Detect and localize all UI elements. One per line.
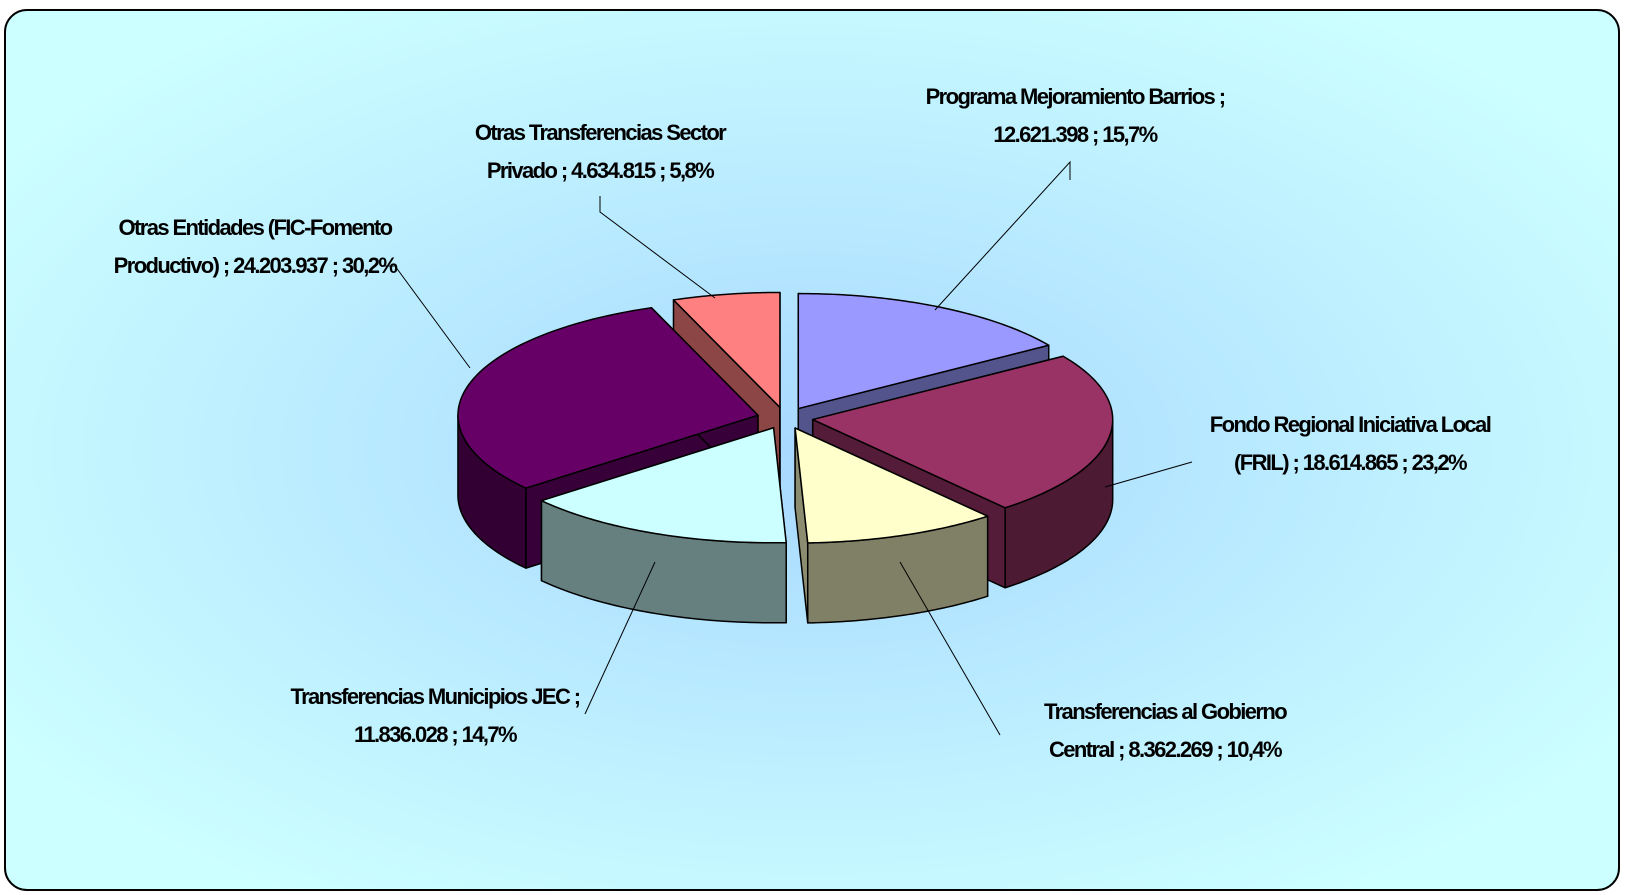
label-percent: 5,8% [669, 158, 714, 183]
label-separator: ; [451, 722, 458, 747]
leader-line [599, 196, 716, 299]
label-name: Fondo Regional Iniciativa Local (FRIL) [1209, 412, 1492, 475]
label-separator: ; [659, 158, 666, 183]
label-separator: ; [1218, 84, 1226, 109]
label-value: 12.621.398 [993, 122, 1089, 147]
label-separator: ; [1091, 122, 1099, 147]
leader-line [383, 265, 471, 369]
data-label: Fondo Regional Iniciativa Local (FRIL) ;… [1200, 406, 1500, 482]
label-name: Transferencias Municipios JEC [290, 684, 570, 709]
label-value: 18.614.865 [1302, 450, 1399, 475]
data-label: Transferencias al Gobierno Central ; 8.3… [1010, 693, 1320, 769]
leader-line [934, 160, 1071, 311]
pie-slice [794, 427, 989, 624]
label-separator: ; [560, 158, 568, 183]
label-percent: 23,2% [1411, 450, 1468, 475]
slice-top [811, 355, 1114, 509]
label-name: Otras Transferencias Sector Privado [474, 120, 727, 183]
label-name: Otras Entidades (FIC-Fomento Productivo) [113, 215, 393, 278]
label-value: 4.634.815 [571, 158, 656, 183]
label-separator: ; [1401, 450, 1408, 475]
slice-top [672, 291, 781, 409]
label-separator: ; [573, 684, 581, 709]
label-separator: ; [1216, 737, 1223, 762]
slice-top [797, 292, 1050, 410]
slice-top [457, 306, 759, 489]
pie-slice [540, 427, 787, 624]
label-value: 11.836.028 [353, 722, 449, 747]
data-label: Programa Mejoramiento Barrios ; 12.621.3… [915, 78, 1235, 154]
label-percent: 14,7% [461, 722, 518, 747]
data-label: Otras Transferencias Sector Privado ; 4.… [440, 114, 760, 190]
label-separator: ; [331, 253, 339, 278]
slice-top [540, 427, 787, 544]
leader-line [584, 561, 656, 715]
label-percent: 30,2% [341, 253, 398, 278]
label-name: Transferencias al Gobierno Central [1043, 699, 1288, 762]
leader-line [1104, 461, 1193, 488]
label-separator: ; [1118, 737, 1125, 762]
data-label: Otras Entidades (FIC-Fomento Productivo)… [100, 209, 410, 285]
slice-top [794, 427, 989, 544]
label-separator: ; [222, 253, 230, 278]
label-percent: 15,7% [1102, 122, 1158, 147]
label-value: 8.362.269 [1128, 737, 1213, 762]
data-label: Transferencias Municipios JEC ; 11.836.0… [280, 678, 590, 754]
leader-line [899, 561, 1001, 736]
label-separator: ; [1292, 450, 1299, 475]
label-value: 24.203.937 [233, 253, 329, 278]
label-percent: 10,4% [1226, 737, 1283, 762]
label-name: Programa Mejoramiento Barrios [925, 84, 1216, 109]
